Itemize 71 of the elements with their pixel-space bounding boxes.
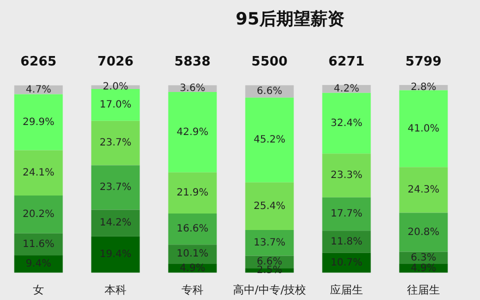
- data-label: 25.4%: [254, 200, 286, 212]
- bar: [91, 120, 140, 166]
- data-label: 4.9%: [410, 262, 436, 274]
- bar: [322, 252, 371, 273]
- x-tick-label: 往届生: [407, 283, 440, 296]
- data-label: 45.2%: [254, 134, 286, 146]
- data-label: 11.8%: [330, 236, 362, 248]
- data-label: 2.8%: [410, 82, 436, 94]
- data-label: 6.3%: [410, 252, 436, 264]
- data-label: 10.1%: [176, 248, 208, 260]
- bar: [168, 214, 217, 245]
- bar: [399, 167, 448, 213]
- text: 5500: [251, 54, 288, 70]
- bar: [14, 196, 63, 234]
- bar: [245, 182, 294, 230]
- data-label: 10.7%: [330, 257, 362, 268]
- text: 7026: [97, 54, 134, 70]
- bar: [91, 210, 140, 236]
- bar: [322, 230, 371, 253]
- x-tick-label: 女: [33, 283, 44, 296]
- bar: [322, 92, 371, 154]
- data-label: 11.6%: [22, 238, 54, 250]
- data-label: 3.6%: [180, 83, 206, 94]
- bar: [168, 244, 217, 264]
- data-label: 20.2%: [22, 209, 54, 220]
- data-label: 19.4%: [100, 249, 132, 260]
- bar: [14, 150, 63, 196]
- data-label: 23.7%: [100, 182, 132, 194]
- data-label: 4.7%: [26, 84, 52, 96]
- bar: [399, 212, 448, 252]
- data-label: 17.0%: [100, 99, 132, 110]
- data-label: 4.9%: [180, 262, 206, 274]
- text: 5799: [405, 54, 442, 70]
- data-label: 13.7%: [254, 237, 286, 248]
- data-label: 42.9%: [176, 126, 208, 138]
- bar: [168, 92, 217, 172]
- text: 5838: [174, 54, 211, 70]
- bar: [14, 233, 63, 256]
- data-label: 24.1%: [22, 167, 54, 178]
- data-label: 6.6%: [256, 86, 282, 97]
- data-label: 23.3%: [330, 170, 362, 182]
- bar: [14, 94, 63, 150]
- data-label: 17.7%: [330, 208, 362, 220]
- x-tick-label: 专科: [182, 283, 204, 296]
- data-label: 29.9%: [22, 116, 54, 128]
- bar: [245, 98, 294, 182]
- data-label: 24.3%: [408, 184, 440, 196]
- data-label: 23.7%: [100, 138, 132, 149]
- chart-title: 95后期望薪资: [236, 9, 344, 30]
- bar: [322, 154, 371, 198]
- x-tick-label: 本科: [104, 283, 126, 296]
- data-label: 20.8%: [408, 226, 440, 238]
- data-label: 4.2%: [334, 84, 360, 95]
- data-label: 14.2%: [100, 218, 132, 229]
- bar: [91, 88, 140, 121]
- data-label: 16.6%: [176, 224, 208, 235]
- text: 6271: [328, 54, 365, 70]
- data-label: 32.4%: [330, 118, 362, 129]
- bar: [399, 90, 448, 168]
- bar: [245, 230, 294, 256]
- bar: [91, 165, 140, 210]
- bar: [322, 197, 371, 231]
- bar: [91, 236, 140, 273]
- text: 6265: [20, 54, 57, 70]
- bar: [168, 172, 217, 214]
- x-tick-label: 高中/中专/技校: [232, 283, 306, 296]
- data-label: 9.4%: [26, 258, 52, 270]
- data-label: 41.0%: [408, 123, 440, 134]
- data-label: 21.9%: [176, 188, 208, 199]
- x-tick-label: 应届生: [330, 283, 363, 296]
- bar: [14, 255, 63, 273]
